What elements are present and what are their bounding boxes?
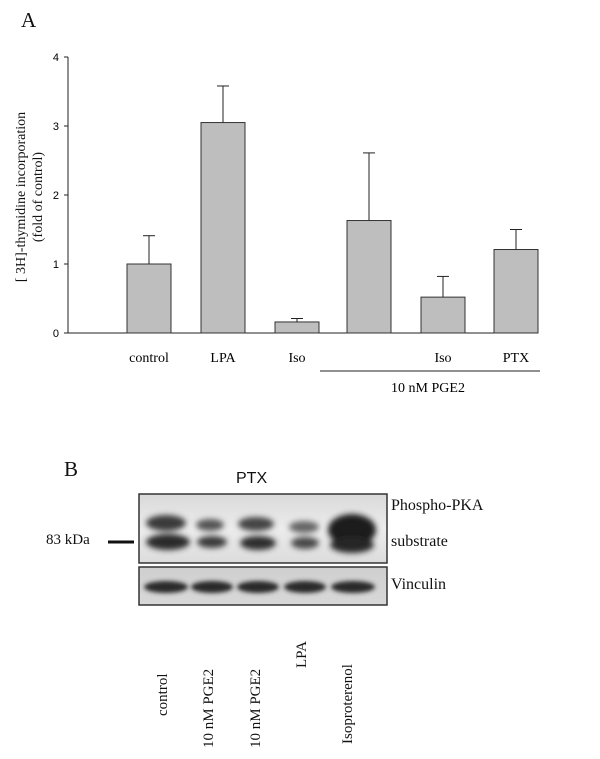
y-tick-label: 3 <box>53 121 59 133</box>
x-tick-label: Iso <box>434 351 451 366</box>
phospho-pka-label-line2: substrate <box>391 533 448 550</box>
phospho-pka-bands <box>146 514 376 553</box>
panel-b-letter: B <box>64 457 79 481</box>
vinculin-bands <box>144 581 375 593</box>
lane-label-lpa: LPA <box>294 641 310 668</box>
bar <box>420 296 466 334</box>
y-tick-label: 0 <box>53 328 59 340</box>
lane-label-isoproterenol: Isoproterenol <box>340 664 356 744</box>
phospho-pka-label-line1: Phospho-PKA <box>391 497 484 514</box>
lane-label-pge2-1: 10 nM PGE2 <box>201 668 217 748</box>
group-bracket-label: 10 nM PGE2 <box>391 381 465 396</box>
x-tick-label: PTX <box>503 351 529 366</box>
panel-a-letter: A <box>21 8 37 32</box>
size-marker-label: 83 kDa <box>46 532 90 548</box>
y-tick-label: 1 <box>53 259 59 271</box>
vinculin-label: Vinculin <box>391 576 447 593</box>
ptx-label: PTX <box>236 470 268 487</box>
y-tick-label: 4 <box>53 52 59 64</box>
y-tick-label: 2 <box>53 190 59 202</box>
bar-chart: 0 1 2 3 4 control LPA Iso Iso PTX 10 nM PGE2 <box>53 52 540 396</box>
bar <box>126 263 172 334</box>
lane-label-pge2-2: 10 nM PGE2 <box>248 668 264 748</box>
x-tick-label: control <box>129 351 169 366</box>
x-tick-label: Iso <box>288 351 305 366</box>
bar <box>346 220 392 334</box>
x-tick-label: LPA <box>210 351 236 366</box>
bar <box>493 249 539 334</box>
bar <box>200 122 246 334</box>
lane-label-control: control <box>155 673 171 717</box>
